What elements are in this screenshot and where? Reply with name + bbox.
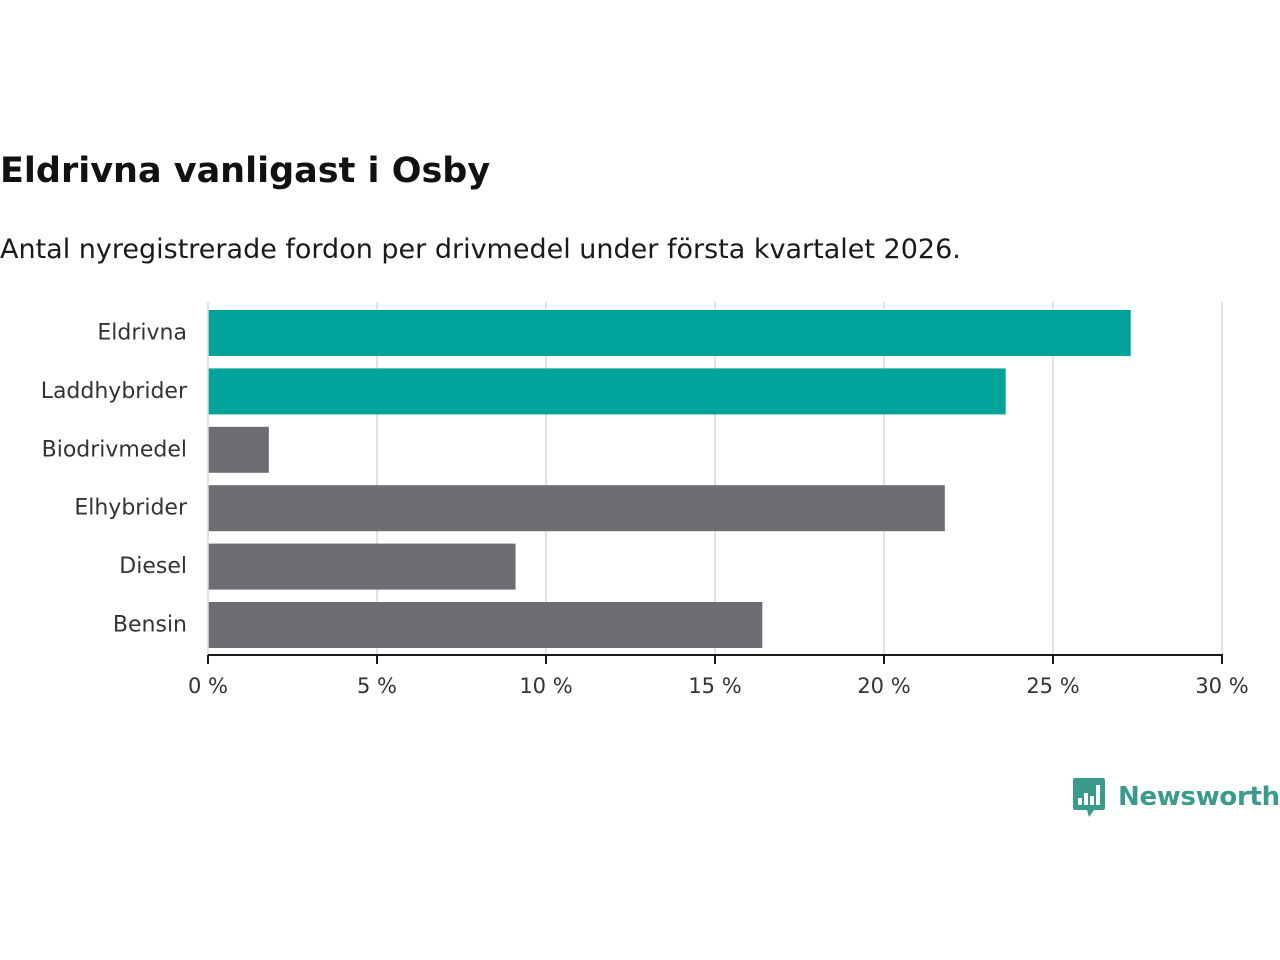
category-label: Biodrivmedel [42,437,187,462]
x-tick-label: 30 % [1195,674,1248,698]
x-tick-label: 5 % [357,674,397,698]
category-labels: Eldrivna Laddhybrider Biodrivmedel Elhybrid… [41,321,188,638]
category-label: Bensin [113,613,187,638]
category-label: Elhybrider [74,496,188,521]
category-label: Diesel [119,554,187,579]
bar-eldrivna [208,310,1131,356]
chart-subtitle: Antal nyregistrerade fordon per drivmede… [0,234,961,265]
x-tick-label: 25 % [1026,674,1079,698]
bar-biodrivmedel [208,426,269,473]
bar-diesel [208,543,516,590]
grid-lines [376,302,1223,655]
newsworthy-logo: Newsworthy [1072,776,1280,818]
category-label: Eldrivna [97,321,187,346]
bar-bensin [208,602,763,648]
x-tick-label: 10 % [519,674,572,698]
bar-elhybrider [208,485,945,532]
bar-chart-speech-icon [1073,778,1105,817]
x-tick-label: 20 % [857,674,910,698]
category-label: Laddhybrider [41,379,188,404]
bars [208,310,1131,648]
x-tick-label: 15 % [688,674,741,698]
x-axis: 0 % 5 % 10 % 15 % 20 % 25 % 30 % [188,302,1249,698]
chart-title: Eldrivna vanligast i Osby [0,151,491,191]
bar-laddhybrider [208,368,1006,415]
brand-name: Newsworthy [1118,782,1280,812]
x-tick-label: 0 % [188,674,228,698]
